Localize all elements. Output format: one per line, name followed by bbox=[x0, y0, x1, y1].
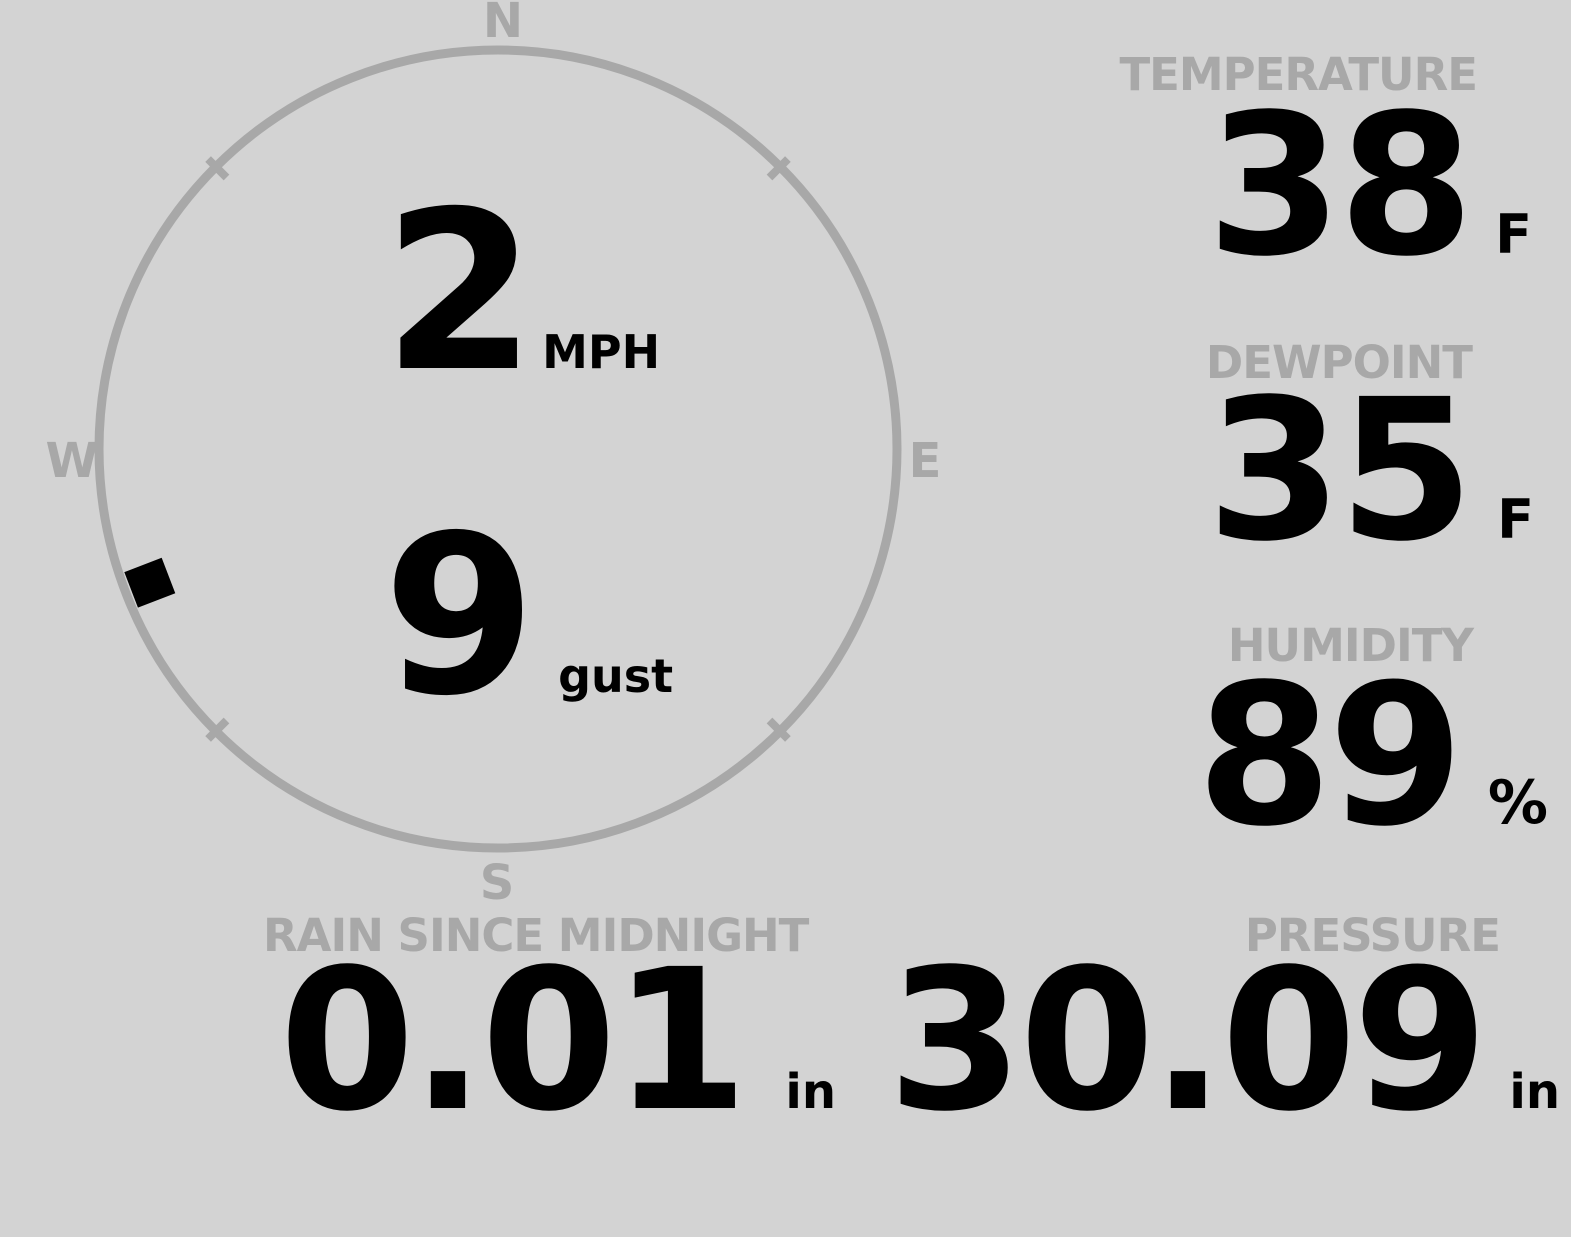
wind-gust-row: 9 gust bbox=[383, 506, 673, 726]
pressure-label: PRESSURE bbox=[1244, 909, 1501, 962]
wind-speed-unit: MPH bbox=[542, 325, 661, 379]
humidity-unit: % bbox=[1487, 768, 1548, 838]
temperature-row: 38 F bbox=[1207, 88, 1532, 283]
wind-direction-marker bbox=[124, 557, 176, 608]
temperature-label: TEMPERATURE bbox=[1119, 48, 1478, 101]
temperature-value: 38 bbox=[1206, 72, 1474, 299]
pressure-value: 30.09 bbox=[887, 927, 1489, 1154]
dewpoint-label: DEWPOINT bbox=[1205, 336, 1473, 389]
rain-row: 0.01 in bbox=[279, 943, 836, 1138]
compass-label-west: W bbox=[45, 433, 99, 489]
wind-gust-unit: gust bbox=[558, 649, 674, 703]
rain-label: RAIN SINCE MIDNIGHT bbox=[263, 909, 809, 962]
dewpoint-unit: F bbox=[1497, 488, 1534, 551]
compass-label-south: S bbox=[479, 855, 515, 911]
pressure-unit: in bbox=[1509, 1064, 1560, 1120]
humidity-value: 89 bbox=[1196, 642, 1464, 869]
rain-unit: in bbox=[785, 1064, 836, 1120]
humidity-row: 89 % bbox=[1197, 658, 1549, 853]
wind-speed-row: 2 MPH bbox=[383, 182, 660, 402]
wind-gust-value: 9 bbox=[383, 488, 536, 744]
humidity-label: HUMIDITY bbox=[1227, 619, 1474, 672]
compass-label-north: N bbox=[482, 0, 524, 49]
wind-speed-value: 2 bbox=[383, 164, 536, 420]
temperature-unit: F bbox=[1495, 203, 1532, 266]
compass-ring bbox=[94, 45, 902, 853]
pressure-row: 30.09 in bbox=[888, 943, 1560, 1138]
rain-value: 0.01 bbox=[279, 927, 748, 1154]
dewpoint-row: 35 F bbox=[1207, 373, 1534, 568]
compass-label-east: E bbox=[908, 433, 942, 489]
compass-intercardinal-ticks bbox=[205, 156, 791, 742]
dewpoint-value: 35 bbox=[1206, 357, 1474, 584]
